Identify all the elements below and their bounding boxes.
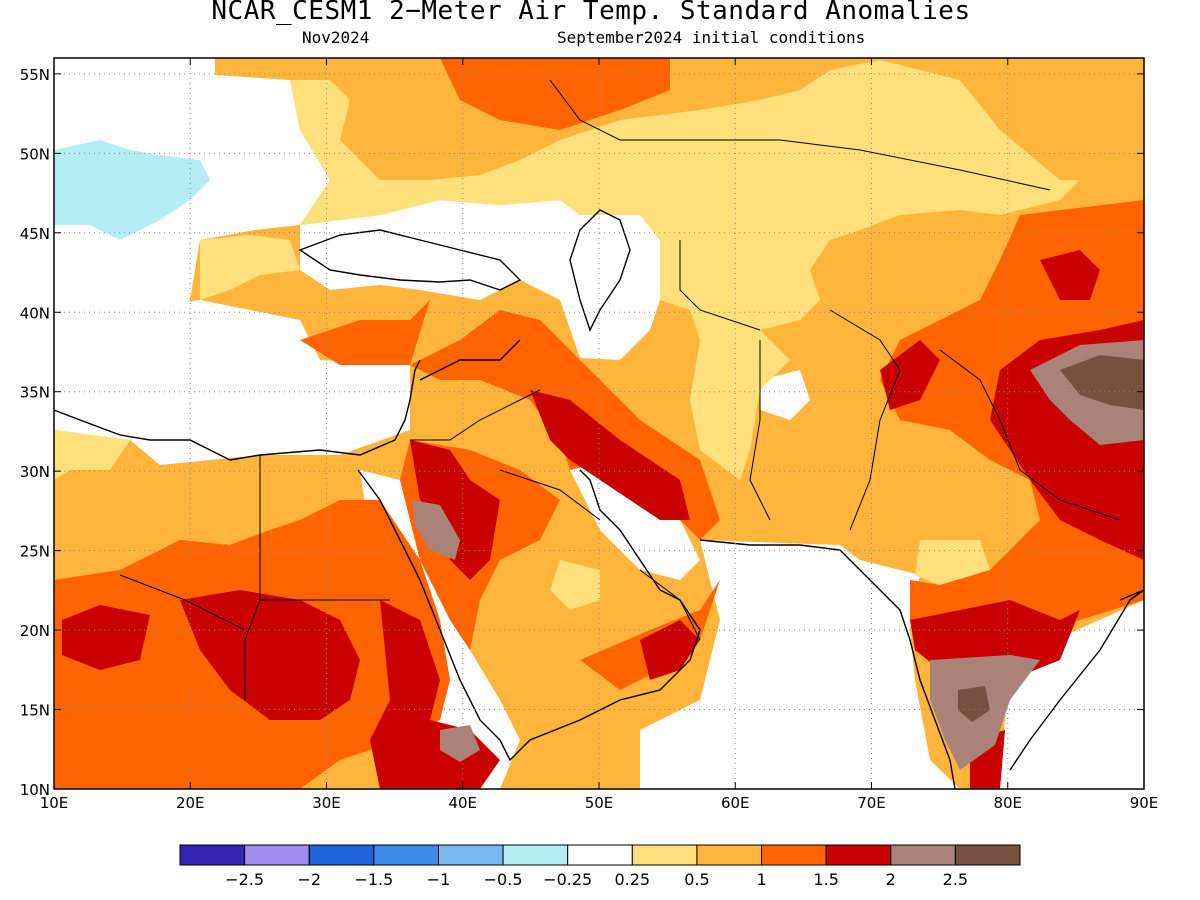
anomaly-region <box>54 430 130 480</box>
anomaly-region <box>412 500 460 560</box>
lat-tick-label: 15N <box>20 702 50 720</box>
anomaly-region <box>1000 600 1144 789</box>
anomaly-region <box>880 340 940 410</box>
lon-tick-label: 10E <box>40 794 69 812</box>
colorbar-label: 1 <box>756 870 766 889</box>
colorbar-label: 2.5 <box>943 870 968 889</box>
border <box>119 574 246 631</box>
anomaly-region <box>54 140 210 240</box>
colorbar-swatch <box>179 844 246 866</box>
colorbar-label: −1 <box>427 870 451 889</box>
colorbar-swatch <box>244 844 310 866</box>
coastline <box>1119 589 1144 601</box>
colorbar-label: −0.25 <box>543 870 592 889</box>
border <box>679 240 761 331</box>
anomaly-region <box>760 370 810 420</box>
lon-tick-label: 40E <box>448 794 477 812</box>
anomaly-region <box>300 200 660 360</box>
lat-tick-label: 40N <box>20 304 50 322</box>
axis-ticks: 10E 20E 30E 40E 50E 60E 70E 80E 90E 10N 15N 20N 25N 3… <box>20 58 1159 812</box>
anomaly-region <box>440 58 670 130</box>
colorbar-swatch <box>954 844 1021 866</box>
anomaly-region <box>690 330 790 480</box>
anomaly-region <box>54 300 410 465</box>
anomaly-region <box>410 440 500 580</box>
lat-tick-label: 20N <box>20 622 50 640</box>
coastline <box>699 539 956 789</box>
anomaly-region <box>570 460 700 580</box>
lat-tick-label: 35N <box>20 384 50 402</box>
lat-tick-label: 55N <box>20 66 50 84</box>
coastline <box>54 409 231 461</box>
colorbar-swatch <box>308 844 375 866</box>
lat-tick-label: 10N <box>20 781 50 799</box>
colorbar-label: 0.25 <box>614 870 650 889</box>
anomaly-region <box>958 686 990 722</box>
border <box>829 309 901 531</box>
lon-tick-label: 70E <box>857 794 886 812</box>
anomaly-region <box>440 725 480 762</box>
lat-tick-label: 45N <box>20 225 50 243</box>
coastline <box>419 339 521 381</box>
anomaly-region <box>62 605 150 670</box>
colorbar-swatch <box>890 844 956 866</box>
anomaly-region <box>640 540 960 789</box>
lon-tick-label: 30E <box>312 794 341 812</box>
colorbar-swatch <box>631 844 698 866</box>
border <box>549 79 1051 191</box>
colorbar-swatch <box>373 844 439 866</box>
colorbar-swatch <box>437 844 504 866</box>
anomaly-region <box>1060 355 1144 410</box>
border <box>410 389 541 441</box>
colorbar-swatch <box>761 844 827 866</box>
anomaly-region <box>915 540 990 585</box>
lat-tick-label: 30N <box>20 463 50 481</box>
lon-tick-label: 90E <box>1130 794 1159 812</box>
anomaly-region <box>200 235 300 300</box>
anomaly-region <box>1040 250 1100 300</box>
lat-tick-label: 50N <box>20 145 50 163</box>
gridlines <box>54 58 1144 789</box>
coastline <box>229 359 421 461</box>
map-title: NCAR_CESM1 2−Meter Air Temp. Standard An… <box>211 0 971 26</box>
lon-tick-label: 80E <box>993 794 1022 812</box>
border <box>244 455 261 700</box>
colorbar: −2.5 −2 −1.5 −1 −0.5 −0.25 0.25 0.5 1 1.5 2 2.5 <box>179 844 1021 889</box>
lat-tick-label: 25N <box>20 543 50 561</box>
coastline <box>569 209 631 332</box>
colorbar-label: 0.5 <box>684 870 709 889</box>
valid-month: Nov2024 <box>302 28 370 47</box>
border <box>639 569 701 641</box>
colorbar-label: −1.5 <box>354 870 393 889</box>
colorbar-swatch <box>696 844 763 866</box>
border <box>749 340 771 521</box>
anomaly-region <box>300 300 430 365</box>
colorbar-swatch <box>502 844 569 866</box>
lon-tick-label: 20E <box>176 794 205 812</box>
borders <box>119 79 1121 700</box>
border <box>939 349 1121 521</box>
lon-tick-label: 50E <box>585 794 614 812</box>
anomaly-region <box>640 620 700 680</box>
lon-tick-label: 60E <box>721 794 750 812</box>
colorbar-label: −2.5 <box>225 870 264 889</box>
anomaly-region <box>180 590 360 720</box>
anomaly-region <box>530 390 690 520</box>
colorbar-label: −0.5 <box>484 870 523 889</box>
colorbar-swatch <box>825 844 892 866</box>
colorbar-label: −2 <box>297 870 321 889</box>
coastline <box>1009 589 1144 771</box>
initial-conditions: September2024 initial conditions <box>557 28 866 47</box>
anomaly-region <box>550 560 600 610</box>
border <box>499 469 601 521</box>
anomaly-field <box>54 58 1144 789</box>
coastline <box>298 229 522 291</box>
anomaly-region <box>290 60 1080 340</box>
colorbar-swatch <box>567 844 633 866</box>
colorbar-label: 2 <box>886 870 896 889</box>
colorbar-label: 1.5 <box>813 870 838 889</box>
